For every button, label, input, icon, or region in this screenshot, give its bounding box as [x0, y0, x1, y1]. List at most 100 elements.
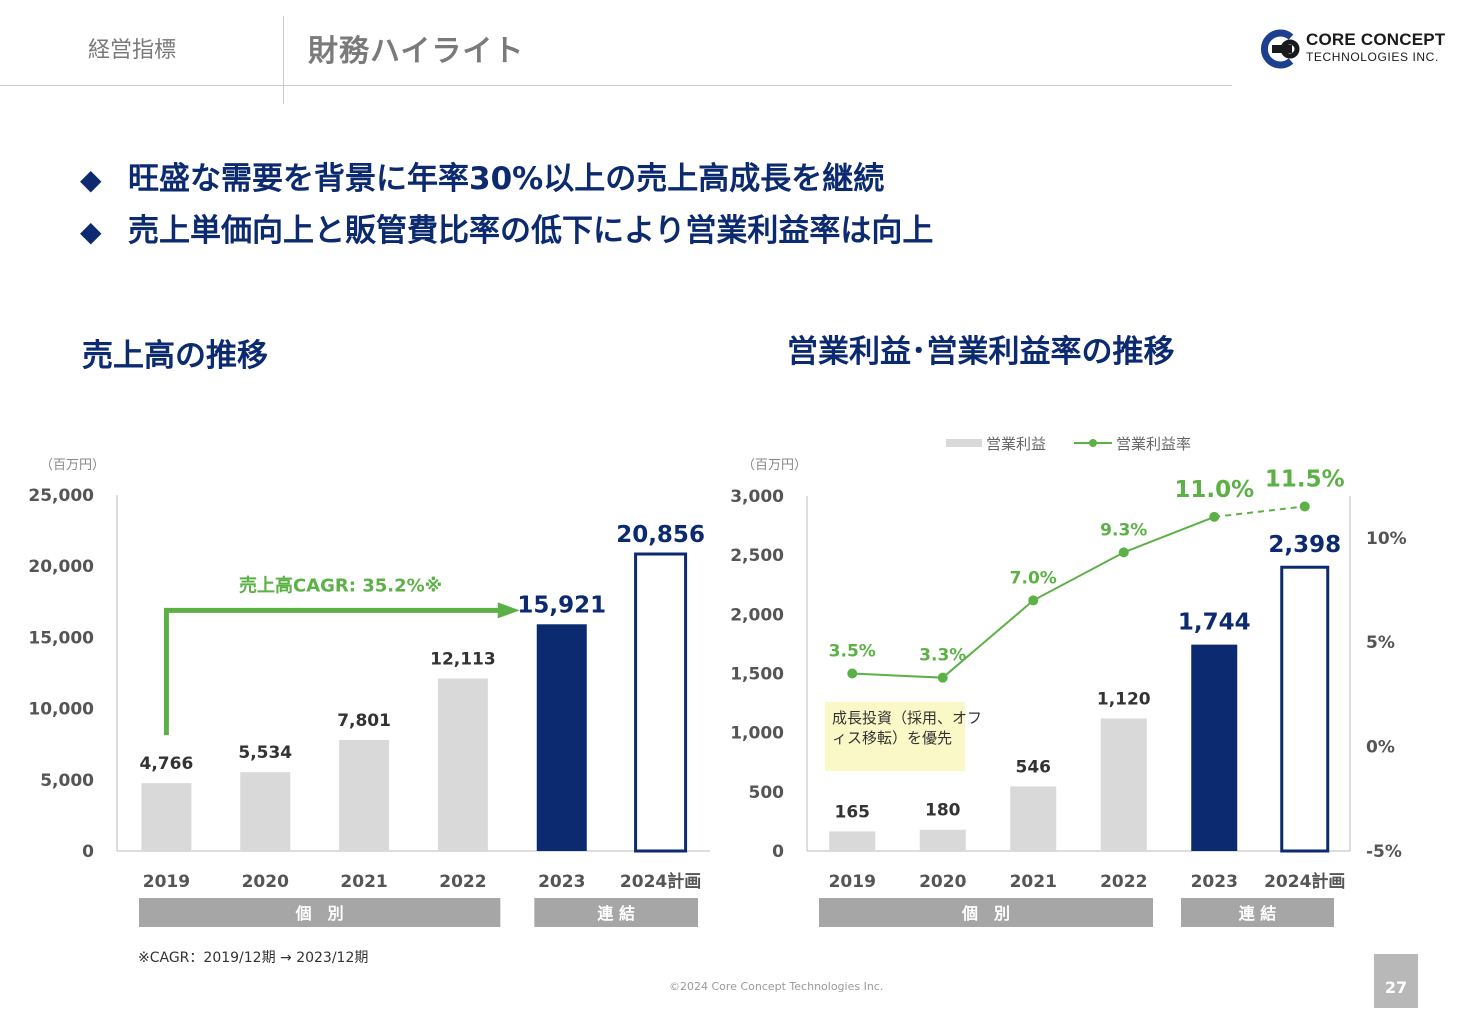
y-tick-label: 10,000 — [28, 700, 94, 720]
profit-bar-2024計画 — [1280, 565, 1330, 853]
revenue-chart: （百万円） 0 5,000 10,000 15,000 20,000 25,000 4,766… — [28, 458, 710, 927]
y-tick-label: 0 — [82, 842, 94, 862]
y-tick-label: 25,000 — [28, 486, 94, 506]
section-label: 経営指標 — [88, 38, 177, 63]
y-axis-unit: （百万円） — [742, 458, 807, 473]
margin-value-label: 3.5% — [829, 642, 876, 662]
profit-value-label: 165 — [835, 802, 871, 822]
margin-point-2020 — [937, 672, 948, 683]
margin-value-label: 11.5% — [1265, 466, 1345, 492]
y-tick-label: 1,000 — [730, 724, 784, 744]
profit-bar-2019 — [829, 831, 876, 851]
margin-value-label: 7.0% — [1010, 568, 1057, 588]
x-tick-label: 2024計画 — [1264, 871, 1345, 892]
y-tick-label: 0 — [772, 842, 784, 862]
key-point-2-text: 売上単価向上と販管費比率の低下により営業利益率は向上 — [128, 213, 934, 249]
diamond-bullet-icon: ◆ — [80, 215, 102, 248]
x-tick-label: 2020 — [919, 872, 966, 892]
legend-line-marker — [1089, 439, 1097, 447]
logo-text-secondary: TECHNOLOGIES INC. — [1306, 50, 1439, 64]
y2-tick-label: 5% — [1366, 633, 1395, 653]
cagr-annotation: 売上高CAGR: 35.2%※ — [239, 574, 442, 596]
margin-point-2019 — [847, 668, 858, 679]
y-tick-label: 2,000 — [730, 605, 784, 625]
margin-line-forecast — [1214, 505, 1305, 518]
cagr-footnote: ※CAGR：2019/12期 → 2023/12期 — [138, 950, 369, 966]
page-title: 財務ハイライト — [308, 34, 525, 69]
profit-value-label: 180 — [925, 801, 961, 821]
x-tick-label: 2019 — [829, 872, 876, 892]
callout-text-line: 成長投資（採用、オフ — [832, 709, 982, 727]
page-number: 27 — [1374, 954, 1418, 1008]
margin-point-2022 — [1118, 547, 1129, 558]
y-tick-label: 3,000 — [730, 487, 784, 507]
key-point-2: ◆ 売上単価向上と販管費比率の低下により営業利益率は向上 — [80, 205, 933, 250]
margin-point-2021 — [1028, 595, 1039, 606]
revenue-value-label: 20,856 — [616, 522, 705, 548]
y-tick-label: 500 — [749, 783, 785, 803]
revenue-bar-2019 — [141, 783, 192, 851]
profit-value-label: 2,398 — [1268, 532, 1341, 558]
entity-group-band — [139, 898, 501, 927]
y-axis-unit: （百万円） — [40, 458, 105, 473]
revenue-value-label: 15,921 — [517, 592, 606, 618]
entity-group-label: 個 別 — [961, 904, 1010, 923]
revenue-bar-2024計画 — [634, 552, 688, 853]
copyright: ©2024 Core Concept Technologies Inc. — [669, 980, 884, 993]
x-tick-label: 2020 — [242, 872, 289, 892]
header-divider-vertical — [283, 16, 284, 104]
x-tick-label: 2019 — [143, 872, 190, 892]
revenue-value-label: 5,534 — [238, 743, 292, 763]
x-tick-label: 2021 — [1010, 872, 1057, 892]
revenue-value-label: 12,113 — [430, 650, 496, 670]
key-point-1-text: 旺盛な需要を背景に年率30%以上の売上高成長を継続 — [128, 161, 885, 197]
profit-value-label: 546 — [1016, 757, 1052, 777]
key-point-1: ◆ 旺盛な需要を背景に年率30%以上の売上高成長を継続 — [80, 153, 884, 198]
legend-line-label: 営業利益率 — [1116, 435, 1191, 453]
profit-bar-2022 — [1100, 718, 1147, 851]
profit-bar-2023 — [1191, 644, 1238, 851]
revenue-value-label: 7,801 — [337, 711, 391, 731]
y2-tick-label: 0% — [1366, 738, 1395, 758]
operating-profit-chart: 営業利益 営業利益率 （百万円） 0 500 1,000 1,500 2,000 2,500 3,… — [730, 435, 1407, 927]
y2-tick-label: 10% — [1366, 529, 1407, 549]
margin-value-label: 3.3% — [919, 646, 966, 666]
logo-text-primary: CORE CONCEPT — [1306, 30, 1446, 49]
x-tick-label: 2023 — [1191, 872, 1238, 892]
revenue-value-label: 4,766 — [140, 754, 194, 774]
legend-bar-swatch — [946, 439, 982, 447]
x-tick-label: 2022 — [439, 872, 486, 892]
cagr-arrow — [163, 607, 500, 736]
profit-bar-2021 — [1010, 786, 1057, 851]
header-divider-horizontal — [0, 85, 1232, 86]
margin-point-2024計画 — [1299, 501, 1310, 512]
entity-group-band — [534, 898, 698, 927]
profit-chart-title: 営業利益･営業利益率の推移 — [787, 334, 1175, 370]
entity-group-band — [819, 898, 1153, 927]
x-tick-label: 2024計画 — [620, 871, 701, 892]
y2-tick-label: -5% — [1366, 842, 1402, 862]
margin-point-2023 — [1209, 511, 1220, 522]
entity-group-label: 個 別 — [295, 904, 344, 923]
profit-bar-2020 — [919, 829, 966, 851]
y-tick-label: 5,000 — [40, 771, 94, 791]
revenue-bar-2020 — [240, 772, 291, 851]
margin-value-label: 9.3% — [1100, 520, 1147, 540]
callout-text-line: ィス移転）を優先 — [832, 729, 952, 747]
margin-value-label: 11.0% — [1174, 477, 1254, 503]
y-tick-label: 15,000 — [28, 628, 94, 648]
company-logo-icon — [1257, 27, 1301, 75]
diamond-bullet-icon: ◆ — [80, 163, 102, 196]
profit-value-label: 1,744 — [1178, 610, 1251, 636]
x-tick-label: 2022 — [1100, 872, 1147, 892]
y-tick-label: 1,500 — [730, 665, 784, 685]
revenue-bar-2023 — [536, 624, 587, 851]
x-tick-label: 2023 — [538, 872, 585, 892]
y-tick-label: 2,500 — [730, 546, 784, 566]
y-tick-label: 20,000 — [28, 557, 94, 577]
x-tick-label: 2021 — [340, 872, 387, 892]
cagr-arrow-head-icon — [497, 602, 520, 619]
revenue-bar-2022 — [437, 678, 488, 851]
revenue-bar-2021 — [339, 739, 390, 851]
legend-bar-label: 営業利益 — [986, 435, 1046, 453]
